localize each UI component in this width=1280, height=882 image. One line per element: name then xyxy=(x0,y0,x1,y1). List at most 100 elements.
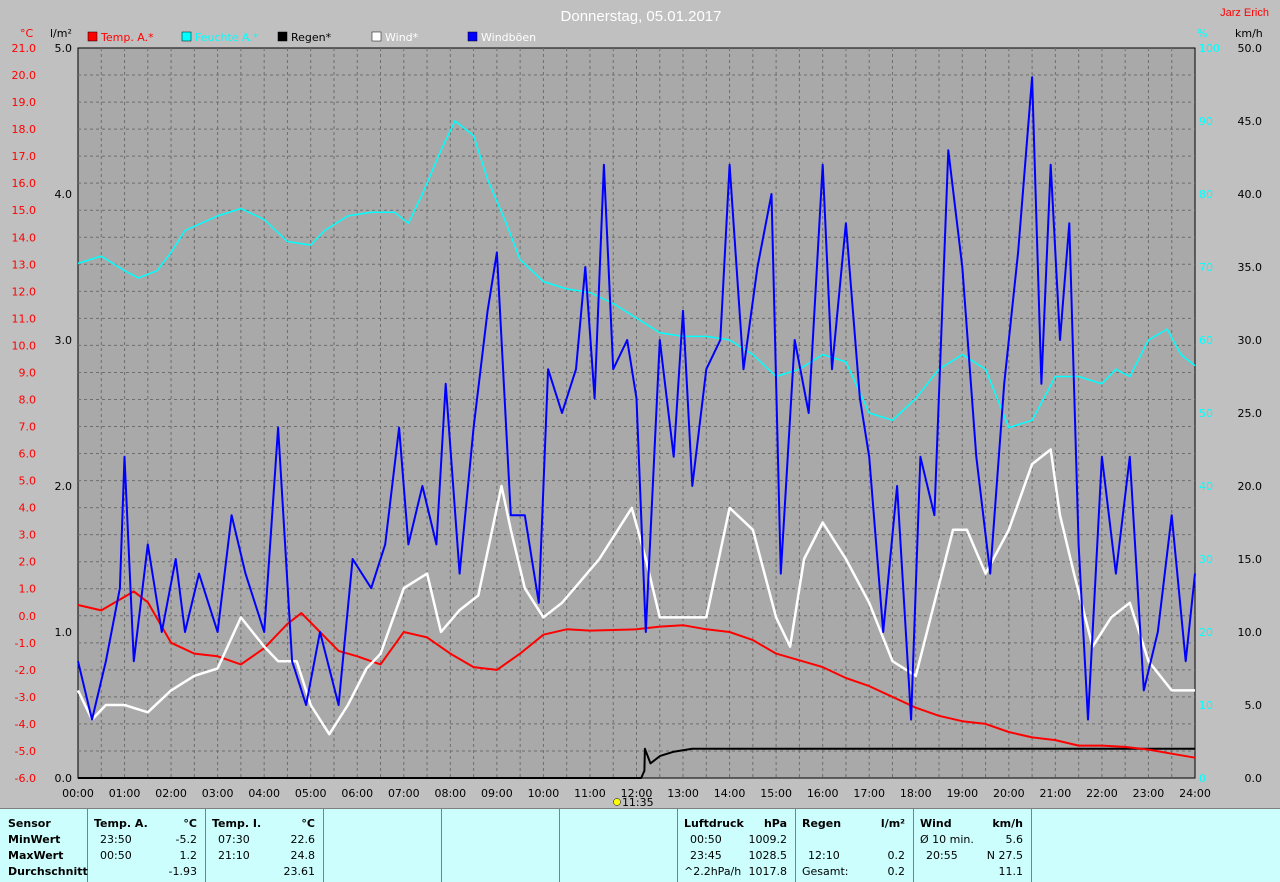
left-axis-1-tick: 6.0 xyxy=(19,448,37,461)
sensor-header: Sensor xyxy=(8,817,51,830)
time-marker: 11:35 xyxy=(613,796,654,808)
left-axis-1-tick: 19.0 xyxy=(12,96,37,109)
left-axis-1-tick: -1.0 xyxy=(15,637,36,650)
left-axis-1-tick: 0.0 xyxy=(19,610,37,623)
x-axis-tick: 19:00 xyxy=(946,787,978,800)
wind-column: Wind km/h Ø 10 min. 5.6 20:55 N 27.5 11.… xyxy=(914,809,1032,882)
right-axis-2-unit: km/h xyxy=(1235,27,1263,40)
left-axis-1-tick: 14.0 xyxy=(12,231,37,244)
rain-total-label: Gesamt: xyxy=(802,865,849,878)
left-axis-1-tick: -6.0 xyxy=(15,772,36,785)
right-axis-2-tick: 5.0 xyxy=(1245,699,1263,712)
legend: Temp. A.* Feuchte A.* Regen* Wind* Windböen xyxy=(87,31,536,44)
right-axis-1-tick: 40 xyxy=(1199,480,1213,493)
left-axis-1-tick: 18.0 xyxy=(12,123,37,136)
right-axis-2-tick: 45.0 xyxy=(1238,115,1263,128)
left-axis-1-tick: 3.0 xyxy=(19,529,37,542)
x-axis-tick: 13:00 xyxy=(667,787,699,800)
left-axis-2-tick: 2.0 xyxy=(55,480,73,493)
right-axis-1-tick: 30 xyxy=(1199,553,1213,566)
series-group xyxy=(76,76,1196,779)
statistics-footer: Sensor MinWert MaxWert Durchschnitt Temp… xyxy=(0,808,1280,882)
legend-label: Windböen xyxy=(481,31,536,44)
temp-i-min-value: 22.6 xyxy=(290,833,316,846)
x-axis-tick: 01:00 xyxy=(109,787,141,800)
right-axis-1-tick: 0 xyxy=(1199,772,1206,785)
right-axis-2-tick: 50.0 xyxy=(1238,42,1263,55)
legend-swatch xyxy=(467,31,478,42)
right-axis-1-tick: 10 xyxy=(1199,699,1213,712)
x-axis-tick: 10:00 xyxy=(528,787,560,800)
x-axis-tick: 05:00 xyxy=(295,787,327,800)
x-axis-tick: 11:00 xyxy=(574,787,606,800)
legend-swatch xyxy=(181,31,192,42)
right-axis-2-tick: 35.0 xyxy=(1238,261,1263,274)
x-axis-tick: 06:00 xyxy=(341,787,373,800)
x-axis-tick: 12:00 xyxy=(621,787,653,800)
min-label: MinWert xyxy=(8,833,61,846)
pressure-max-value: 1028.5 xyxy=(748,849,788,862)
x-axis-tick: 02:00 xyxy=(155,787,187,800)
right-axis-1-tick: 60 xyxy=(1199,334,1213,347)
left-axis-1-tick: 1.0 xyxy=(19,583,37,596)
rain-unit: l/m² xyxy=(880,817,905,830)
left-axis-1-tick: 16.0 xyxy=(12,177,37,190)
humidity-line xyxy=(77,120,1196,429)
temp-i-unit: °C xyxy=(301,817,315,830)
temp-a-max-value: 1.2 xyxy=(179,849,198,862)
left-axis-1-tick: 12.0 xyxy=(12,285,37,298)
pressure-trend: ^2.2hPa/h xyxy=(684,865,742,878)
x-axis-tick: 08:00 xyxy=(434,787,466,800)
right-axis-2-tick: 40.0 xyxy=(1238,188,1263,201)
right-axis-2-tick: 0.0 xyxy=(1245,772,1263,785)
right-axis-2-tick: 15.0 xyxy=(1238,553,1263,566)
right-axis-2-tick: 30.0 xyxy=(1238,334,1263,347)
x-axis-tick: 04:00 xyxy=(248,787,280,800)
right-axis-1-tick: 50 xyxy=(1199,407,1213,420)
rain-total-value: 0.2 xyxy=(887,865,906,878)
x-axis-tick: 18:00 xyxy=(900,787,932,800)
right-axis-1-tick: 100 xyxy=(1199,42,1220,55)
temp-i-column: Temp. I. °C 07:30 22.6 21:10 24.8 23.61 xyxy=(206,809,324,882)
right-axis-1-tick: 80 xyxy=(1199,188,1213,201)
temp-a-column: Temp. A. °C 23:50 -5.2 00:50 1.2 -1.93 xyxy=(88,809,206,882)
temp-i-max-time: 21:10 xyxy=(218,849,250,862)
temp-a-min-time: 23:50 xyxy=(100,833,132,846)
x-axis-tick: 17:00 xyxy=(853,787,885,800)
left-axis-1-tick: 11.0 xyxy=(12,312,37,325)
left-axis-1-tick: 7.0 xyxy=(19,421,37,434)
rain-max-time: 12:10 xyxy=(808,849,840,862)
right-axis-1-tick: 20 xyxy=(1199,626,1213,639)
wind-avg10-value: 5.6 xyxy=(1005,833,1024,846)
rain-column: Regen l/m² 12:10 0.2 Gesamt: 0.2 xyxy=(796,809,914,882)
temp-i-avg-value: 23.61 xyxy=(283,865,316,878)
right-axis-1-tick: 90 xyxy=(1199,115,1213,128)
wind-max-time: 20:55 xyxy=(926,849,958,862)
wind-avg-value: 11.1 xyxy=(998,865,1024,878)
left-axis-1-tick: 9.0 xyxy=(19,366,37,379)
max-label: MaxWert xyxy=(8,849,64,862)
left-axis-1-tick: 13.0 xyxy=(12,258,37,271)
left-axis-1-tick: 20.0 xyxy=(12,69,37,82)
legend-swatch xyxy=(277,31,288,42)
left-axis-1-tick: 17.0 xyxy=(12,150,37,163)
rain-line xyxy=(78,747,1195,779)
wind-avg10-label: Ø 10 min. xyxy=(920,833,974,846)
left-axis-2-tick: 5.0 xyxy=(55,42,73,55)
legend-swatch xyxy=(371,31,382,42)
temp-i-max-value: 24.8 xyxy=(290,849,316,862)
author-label: Jarz Erich xyxy=(1220,7,1269,19)
legend-label: Regen* xyxy=(291,31,332,44)
pressure-avg-value: 1017.8 xyxy=(748,865,788,878)
left-axis-1-tick: 21.0 xyxy=(12,42,37,55)
legend-swatch xyxy=(87,31,98,42)
empty-column-3 xyxy=(560,809,678,882)
pressure-unit: hPa xyxy=(763,817,787,830)
pressure-min-time: 00:50 xyxy=(690,833,722,846)
x-axis-tick: 22:00 xyxy=(1086,787,1118,800)
pressure-column: Luftdruck hPa 00:50 1009.2 23:45 1028.5 … xyxy=(678,809,796,882)
x-axis-tick: 09:00 xyxy=(481,787,513,800)
wind-header: Wind xyxy=(920,817,952,830)
sensor-column: Sensor MinWert MaxWert Durchschnitt xyxy=(0,809,88,882)
x-axis-tick: 23:00 xyxy=(1133,787,1165,800)
